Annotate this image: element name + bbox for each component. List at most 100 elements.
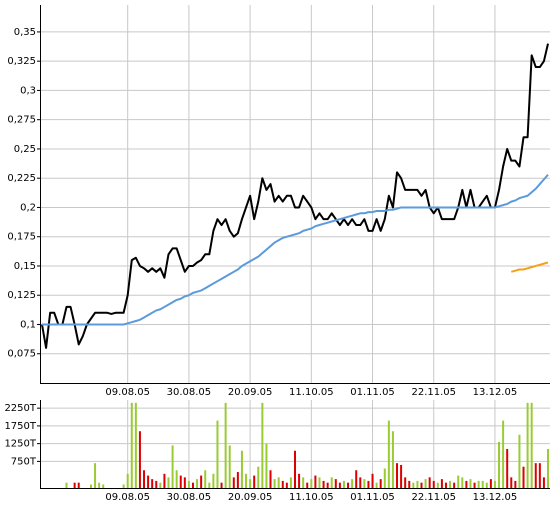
volume-bar xyxy=(338,482,341,488)
volume-bar xyxy=(147,475,150,488)
volume-bar xyxy=(542,477,545,488)
volume-bar xyxy=(444,482,447,488)
y-tick-label: 1750T xyxy=(4,421,36,432)
volume-bar xyxy=(449,480,452,488)
y-tick-label: 0,225 xyxy=(7,173,36,184)
volume-bar xyxy=(204,470,207,488)
volume-bar xyxy=(522,466,525,488)
price-line xyxy=(510,261,549,273)
y-tick-label: 0,125 xyxy=(7,290,36,301)
volume-bar xyxy=(424,479,427,488)
volume-bar xyxy=(481,480,484,488)
volume-bar xyxy=(383,468,386,488)
volume-bar xyxy=(191,482,194,488)
volume-bar xyxy=(538,463,541,488)
y-tick-label: 0,3 xyxy=(20,85,36,96)
volume-bar xyxy=(359,477,362,488)
volume-bar xyxy=(367,480,370,488)
y-tick-label: 0,275 xyxy=(7,115,36,126)
volume-bar xyxy=(355,470,358,488)
volume-bar xyxy=(89,484,92,488)
volume-bar xyxy=(408,480,411,488)
volume-bar xyxy=(330,477,333,488)
y-tick-label: 0,35 xyxy=(14,27,36,38)
volume-bar xyxy=(200,475,203,488)
volume-bar xyxy=(518,434,521,488)
volume-bar xyxy=(318,477,321,488)
volume-bar xyxy=(440,479,443,488)
volume-bar xyxy=(371,473,374,488)
volume-bar xyxy=(281,480,284,488)
volume-bar xyxy=(245,473,248,488)
volume-bar xyxy=(485,482,488,488)
volume-bar xyxy=(294,450,296,488)
x-tick-label: 09.08.05 xyxy=(105,387,150,398)
volume-bar xyxy=(155,480,158,488)
volume-bar xyxy=(212,473,215,488)
volume-bar xyxy=(347,482,350,488)
volume-bar xyxy=(285,482,288,488)
volume-bar xyxy=(94,463,97,488)
x-tick-label: 11.10.05 xyxy=(289,492,334,503)
volume-bar xyxy=(461,477,464,488)
volume-bar xyxy=(493,480,496,488)
volume-bar xyxy=(151,479,154,488)
volume-bar xyxy=(530,402,533,488)
volume-bar xyxy=(134,402,137,488)
x-tick-label: 13.12.05 xyxy=(473,387,518,398)
volume-bar xyxy=(436,482,439,488)
volume-bar xyxy=(526,402,529,488)
volume-bar xyxy=(534,463,537,488)
y-tick-label: 0,25 xyxy=(14,144,36,155)
volume-bar xyxy=(224,402,227,488)
x-tick-label: 20.09.05 xyxy=(228,387,273,398)
volume-bar xyxy=(379,479,382,488)
volume-bar xyxy=(65,482,68,488)
volume-bar xyxy=(326,482,329,488)
volume-bar xyxy=(428,477,431,488)
volume-bar xyxy=(306,482,309,488)
volume-bar xyxy=(130,402,133,488)
volume-bar xyxy=(322,480,325,488)
volume-bar xyxy=(143,470,146,488)
volume-bar xyxy=(126,473,129,488)
volume-bar xyxy=(257,466,260,488)
volume-bar xyxy=(404,477,407,488)
volume-bar xyxy=(175,470,178,488)
x-tick-label: 01.11.05 xyxy=(350,387,395,398)
volume-bar xyxy=(98,482,101,488)
volume-bar xyxy=(167,477,170,488)
volume-bar xyxy=(122,484,125,488)
volume-bar xyxy=(289,477,292,488)
x-tick-label: 22.11.05 xyxy=(411,387,456,398)
y-tick-label: 2250T xyxy=(4,403,36,414)
x-tick-label: 09.08.05 xyxy=(105,492,150,503)
volume-bar xyxy=(171,445,174,488)
volume-bar xyxy=(265,443,268,488)
x-tick-label: 01.11.05 xyxy=(350,492,395,503)
volume-bar xyxy=(249,479,252,488)
volume-bar xyxy=(302,477,305,488)
y-tick-label: 0,325 xyxy=(7,56,36,67)
volume-bar xyxy=(416,480,419,488)
volume-bar xyxy=(163,473,166,488)
y-tick-label: 0,2 xyxy=(20,202,36,213)
volume-bar xyxy=(77,482,80,488)
volume-bar xyxy=(183,477,186,488)
volume-bar xyxy=(387,420,390,488)
volume-bar xyxy=(269,470,272,488)
volume-bar xyxy=(253,475,256,488)
volume-bar xyxy=(179,475,182,488)
volume-bar xyxy=(187,480,190,488)
y-tick-label: 0,15 xyxy=(14,261,36,272)
volume-bar xyxy=(228,445,231,488)
volume-bar xyxy=(363,479,366,488)
volume-bar xyxy=(232,477,235,488)
volume-bar xyxy=(498,441,501,488)
volume-bar xyxy=(236,472,239,488)
volume-bar xyxy=(400,464,403,488)
volume-bar xyxy=(261,402,264,488)
volume-bar xyxy=(342,480,345,488)
volume-bar xyxy=(432,480,435,488)
